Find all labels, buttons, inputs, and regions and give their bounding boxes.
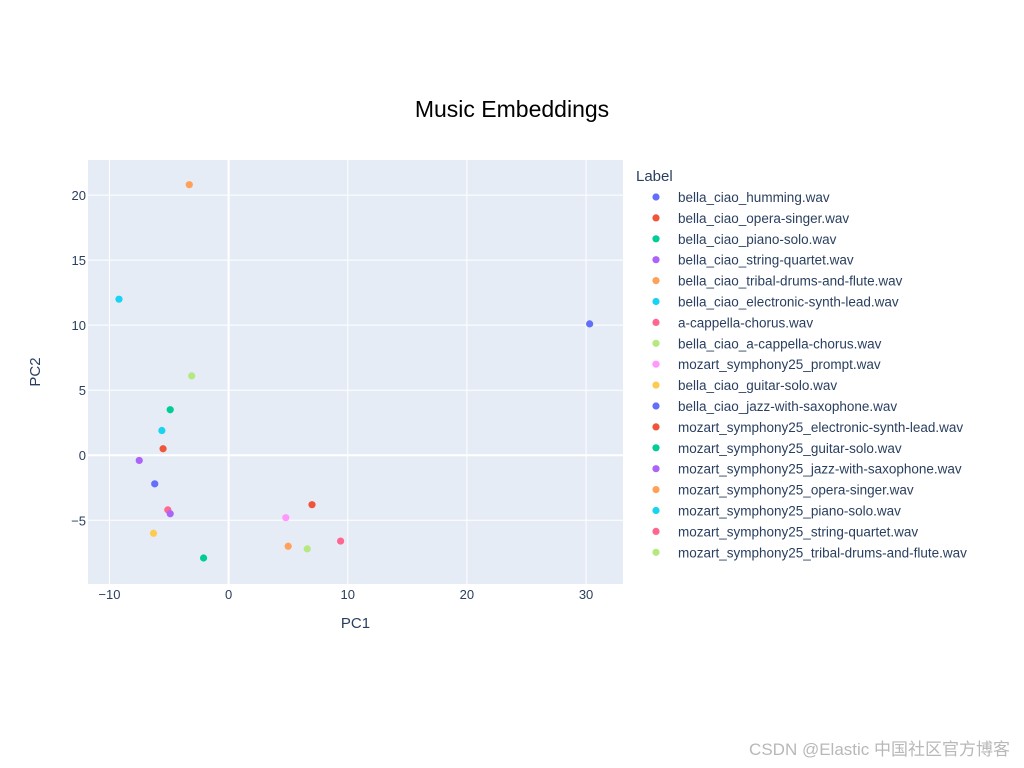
- data-point[interactable]: [337, 537, 345, 545]
- x-tick-label: 30: [579, 587, 593, 602]
- y-tick-label: 15: [72, 253, 86, 268]
- legend-label: a-cappella-chorus.wav: [678, 315, 813, 330]
- data-point[interactable]: [284, 542, 292, 550]
- legend-marker: [652, 548, 660, 556]
- legend-marker: [652, 193, 660, 201]
- data-point[interactable]: [308, 501, 316, 509]
- data-point[interactable]: [586, 320, 594, 328]
- legend-item[interactable]: bella_ciao_opera-singer.wav: [652, 211, 849, 226]
- legend-item[interactable]: bella_ciao_string-quartet.wav: [652, 253, 854, 268]
- legend-label: mozart_symphony25_guitar-solo.wav: [678, 441, 902, 456]
- legend-label: bella_ciao_a-cappella-chorus.wav: [678, 336, 882, 351]
- legend-item[interactable]: bella_ciao_piano-solo.wav: [652, 232, 837, 247]
- data-point[interactable]: [303, 545, 311, 553]
- y-tick-label: 5: [79, 383, 86, 398]
- legend-marker: [652, 423, 660, 431]
- legend-marker: [652, 339, 660, 347]
- legend-label: bella_ciao_electronic-synth-lead.wav: [678, 295, 899, 310]
- legend-item[interactable]: bella_ciao_guitar-solo.wav: [652, 378, 837, 393]
- legend-item[interactable]: mozart_symphony25_jazz-with-saxophone.wa…: [652, 462, 962, 477]
- legend-marker: [652, 486, 660, 494]
- legend-title: Label: [636, 168, 673, 185]
- legend-marker: [652, 381, 660, 389]
- legend-label: mozart_symphony25_jazz-with-saxophone.wa…: [678, 462, 962, 477]
- legend: Label bella_ciao_humming.wav bella_ciao_o…: [636, 168, 967, 560]
- y-tick-label: 10: [72, 318, 86, 333]
- data-point[interactable]: [166, 406, 174, 414]
- y-tick-label: 20: [72, 188, 86, 203]
- legend-label: mozart_symphony25_electronic-synth-lead.…: [678, 420, 963, 435]
- chart-title: Music Embeddings: [415, 96, 609, 122]
- legend-item[interactable]: bella_ciao_humming.wav: [652, 190, 830, 205]
- legend-label: bella_ciao_piano-solo.wav: [678, 232, 837, 247]
- x-tick-label: 10: [341, 587, 355, 602]
- legend-label: mozart_symphony25_opera-singer.wav: [678, 483, 914, 498]
- legend-item[interactable]: mozart_symphony25_opera-singer.wav: [652, 483, 914, 498]
- data-point[interactable]: [199, 554, 208, 562]
- legend-label: mozart_symphony25_prompt.wav: [678, 357, 881, 372]
- legend-label: bella_ciao_string-quartet.wav: [678, 253, 854, 268]
- legend-marker: [652, 318, 660, 326]
- legend-label: bella_ciao_guitar-solo.wav: [678, 378, 837, 393]
- data-point[interactable]: [166, 510, 174, 518]
- data-point[interactable]: [185, 181, 193, 189]
- legend-label: bella_ciao_jazz-with-saxophone.wav: [678, 399, 897, 414]
- legend-item[interactable]: bella_ciao_electronic-synth-lead.wav: [652, 295, 899, 310]
- data-point[interactable]: [158, 426, 166, 435]
- legend-label: bella_ciao_opera-singer.wav: [678, 211, 849, 226]
- data-point[interactable]: [188, 372, 196, 380]
- legend-item[interactable]: mozart_symphony25_guitar-solo.wav: [652, 441, 902, 456]
- legend-item[interactable]: bella_ciao_jazz-with-saxophone.wav: [652, 399, 897, 414]
- y-tick-label: 0: [79, 448, 86, 463]
- legend-item[interactable]: bella_ciao_tribal-drums-and-flute.wav: [652, 274, 903, 289]
- legend-label: bella_ciao_humming.wav: [678, 190, 830, 205]
- legend-item[interactable]: mozart_symphony25_string-quartet.wav: [652, 524, 918, 539]
- y-tick-label: −5: [71, 513, 86, 528]
- legend-item[interactable]: mozart_symphony25_electronic-synth-lead.…: [652, 420, 963, 435]
- data-points[interactable]: [115, 181, 594, 562]
- data-point[interactable]: [115, 295, 123, 303]
- legend-item[interactable]: mozart_symphony25_piano-solo.wav: [652, 504, 901, 519]
- watermark-text: CSDN @Elastic 中国社区官方博客: [749, 740, 1010, 759]
- legend-marker: [652, 444, 660, 452]
- legend-marker: [652, 402, 660, 410]
- legend-marker: [652, 256, 660, 264]
- data-point[interactable]: [151, 480, 159, 488]
- legend-marker: [652, 277, 660, 285]
- y-axis-title: PC2: [27, 357, 44, 386]
- legend-marker: [652, 360, 660, 368]
- data-point[interactable]: [135, 456, 143, 465]
- legend-label: mozart_symphony25_tribal-drums-and-flute…: [678, 545, 967, 560]
- legend-label: mozart_symphony25_string-quartet.wav: [678, 524, 918, 539]
- legend-item[interactable]: mozart_symphony25_prompt.wav: [652, 357, 881, 372]
- legend-item[interactable]: mozart_symphony25_tribal-drums-and-flute…: [652, 545, 967, 560]
- data-point[interactable]: [282, 514, 290, 522]
- legend-marker: [652, 297, 660, 306]
- legend-marker: [652, 235, 660, 243]
- x-tick-label: 0: [225, 587, 232, 602]
- legend-item[interactable]: a-cappella-chorus.wav: [652, 315, 813, 330]
- y-axis-ticks: −5 0 5 10 15 20: [71, 188, 86, 528]
- legend-label: bella_ciao_tribal-drums-and-flute.wav: [678, 274, 903, 289]
- data-point[interactable]: [149, 529, 158, 537]
- legend-item[interactable]: bella_ciao_a-cappella-chorus.wav: [652, 336, 882, 351]
- x-axis-ticks: −10 0 10 20 30: [98, 587, 593, 602]
- x-tick-label: 20: [460, 587, 474, 602]
- legend-marker: [652, 465, 660, 473]
- x-axis-title: PC1: [341, 615, 370, 632]
- legend-marker: [652, 527, 660, 536]
- x-tick-label: −10: [98, 587, 120, 602]
- legend-marker: [652, 506, 660, 515]
- data-point[interactable]: [159, 445, 167, 453]
- gridlines: [88, 160, 623, 584]
- legend-label: mozart_symphony25_piano-solo.wav: [678, 504, 901, 519]
- legend-marker: [652, 214, 660, 222]
- plot-area: [88, 160, 623, 584]
